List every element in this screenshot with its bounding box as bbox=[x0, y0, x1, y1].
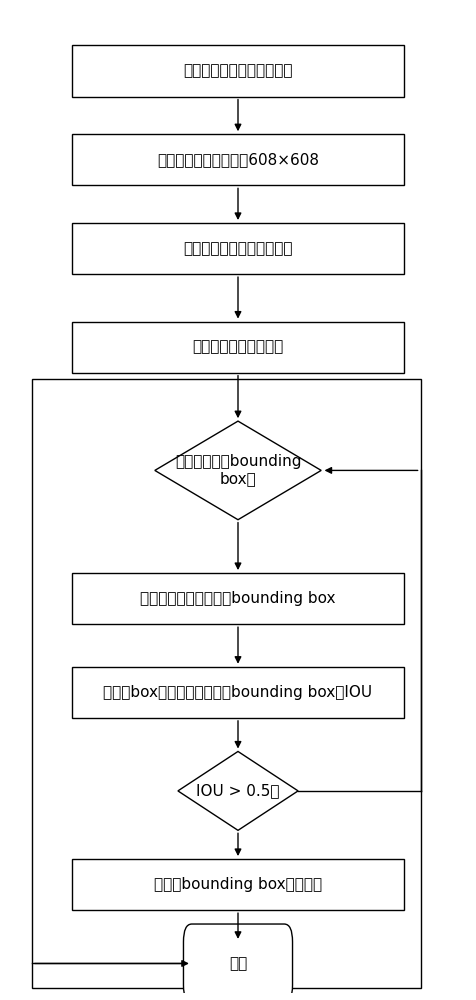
FancyBboxPatch shape bbox=[72, 667, 404, 718]
Text: 使用检测模型生成预测张量: 使用检测模型生成预测张量 bbox=[183, 241, 293, 256]
Text: 结束: 结束 bbox=[229, 956, 247, 971]
Text: 去除低于阈值的候选框: 去除低于阈值的候选框 bbox=[192, 340, 284, 355]
Text: 加载已训练的网络参数权重: 加载已训练的网络参数权重 bbox=[183, 64, 293, 79]
Polygon shape bbox=[155, 421, 321, 520]
Text: IOU > 0.5？: IOU > 0.5？ bbox=[196, 783, 280, 798]
Text: 选择一个置信度最大的bounding box: 选择一个置信度最大的bounding box bbox=[140, 591, 336, 606]
Text: 输出该bounding box和置信度: 输出该bounding box和置信度 bbox=[154, 877, 322, 892]
FancyBboxPatch shape bbox=[72, 573, 404, 624]
Polygon shape bbox=[178, 751, 298, 830]
FancyBboxPatch shape bbox=[72, 223, 404, 274]
FancyBboxPatch shape bbox=[72, 322, 404, 373]
FancyBboxPatch shape bbox=[72, 859, 404, 910]
FancyBboxPatch shape bbox=[72, 134, 404, 185]
Text: 把输入图片尺寸缩放为608×608: 把输入图片尺寸缩放为608×608 bbox=[157, 152, 319, 167]
FancyBboxPatch shape bbox=[72, 45, 404, 97]
Text: 存在未处理的bounding
box？: 存在未处理的bounding box？ bbox=[175, 454, 301, 487]
Text: 计算该box与其它同一类别的bounding box的IOU: 计算该box与其它同一类别的bounding box的IOU bbox=[103, 685, 373, 700]
FancyBboxPatch shape bbox=[183, 924, 293, 1000]
